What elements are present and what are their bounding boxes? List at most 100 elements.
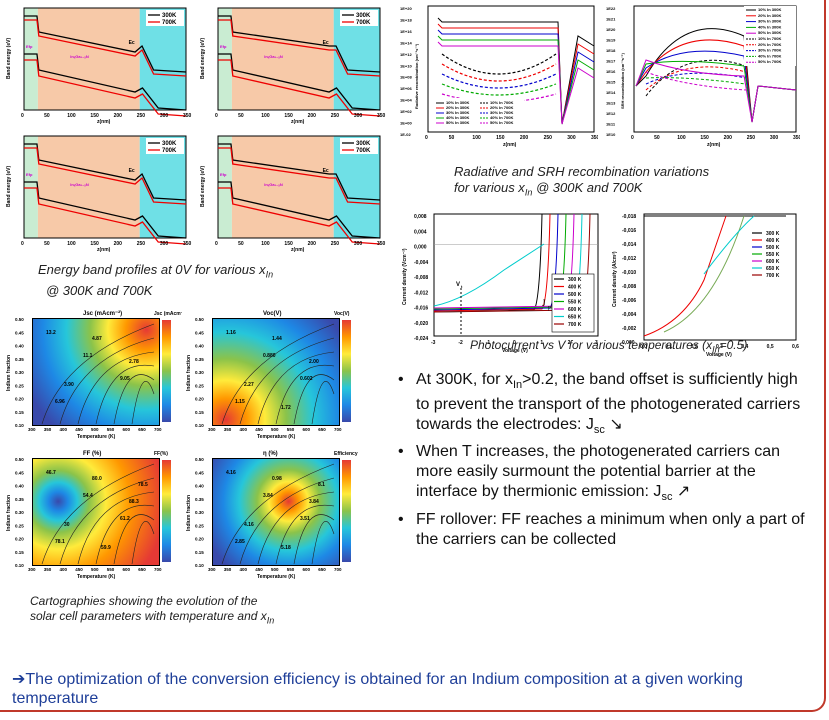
efp-label: Efp — [220, 44, 227, 49]
finding-bullet-2: When T increases, the photogenerated car… — [394, 442, 806, 507]
tick-label: 1E19 — [606, 38, 616, 43]
tick-label: 200 — [114, 113, 123, 119]
colorbar — [342, 320, 351, 422]
valence-band-300k — [218, 53, 381, 111]
valence-band-300k — [24, 181, 187, 239]
tick-label: 1E+16 — [400, 29, 412, 34]
contour-label: 5.18 — [281, 545, 291, 551]
srh-recombination-plot: 1E22 1E21 1E20 1E19 1E18 1E17 1E16 1E15 1E14 1E13… — [604, 2, 802, 152]
tick-label: 600 — [303, 427, 311, 432]
conduction-band-300k — [24, 15, 187, 73]
contour-label: 2.00 — [309, 359, 319, 365]
tick-label: 0,2 — [691, 344, 698, 350]
tick-label: 0 — [425, 135, 428, 141]
tick-label: 1E18 — [606, 48, 616, 53]
tick-label: 300 — [354, 241, 363, 247]
tick-label: -0,024 — [414, 336, 428, 342]
tick-label: 0.45 — [15, 470, 24, 475]
legend-entry: 40% In 300K — [758, 24, 781, 29]
tick-label: 0.40 — [195, 484, 204, 489]
jv-curve-700k — [643, 215, 727, 337]
srh-curve-300k — [635, 59, 797, 123]
legend-entry: 30% In 300K — [758, 19, 781, 24]
legend-entry: 30% In 700K — [758, 48, 781, 53]
legend-entry: 30% In 700K — [490, 110, 513, 115]
contour-label: 46.7 — [46, 470, 56, 476]
tick-label: 350 — [183, 113, 192, 119]
tick-label: 300 — [208, 567, 216, 572]
tick-label: 550 — [287, 567, 295, 572]
tick-label: 0.10 — [195, 563, 204, 568]
contour-line — [311, 381, 335, 425]
region-middle — [37, 8, 140, 110]
contour-line — [311, 521, 335, 565]
tick-label: 250 — [331, 241, 340, 247]
plot-frame — [23, 135, 187, 239]
srh-curve-700k — [645, 59, 747, 97]
tick-label: -0,018 — [622, 214, 636, 220]
tick-label: 0.45 — [195, 470, 204, 475]
tick-label: -0,014 — [622, 242, 636, 248]
legend-300k: 300K — [162, 13, 177, 19]
tick-label: 400 — [240, 427, 248, 432]
x-axis-label: z(nm) — [503, 142, 517, 148]
contour-line — [41, 463, 155, 565]
finding-bullet-3: FF rollover: FF reaches a minimum when o… — [394, 510, 806, 550]
photocurrent-plot: 0,008 0,004 0,000 -0,004 -0,008 -0,012 -0,016 -… — [398, 208, 604, 358]
tick-label: 150 — [700, 135, 709, 141]
tick-label: -0,006 — [622, 298, 636, 304]
legend-entry: 50% In 300K — [446, 120, 469, 125]
contour-label: 9.05 — [120, 376, 130, 382]
tick-label: 1E20 — [606, 27, 616, 32]
contour-line — [95, 504, 155, 565]
radiative-recombination-plot: 1E+20 1E+18 1E+16 1E+14 1E+12 1E+10 1E+08 1E+06… — [398, 2, 600, 152]
legend-entry: 400 K — [568, 285, 582, 291]
ec-label: Ec — [323, 168, 329, 174]
tick-label: 0.30 — [15, 510, 24, 515]
tick-label: 0.50 — [195, 317, 204, 322]
legend-700k: 700K — [162, 148, 177, 154]
legend-entry: 20% In 300K — [446, 105, 469, 110]
contour-label: 3.51 — [300, 516, 310, 522]
tick-label: 200 — [520, 135, 529, 141]
map-title: Jsc (mAcm⁻²) — [83, 310, 122, 317]
colorbar-title: FF(%) — [154, 451, 168, 457]
tick-label: 550 — [287, 427, 295, 432]
tick-label: 650 — [138, 427, 146, 432]
jv-curve-550k — [703, 215, 755, 275]
legend-entry: 650 K — [568, 315, 582, 321]
tick-label: 0.30 — [195, 370, 204, 375]
contour-label: 11.1 — [83, 353, 93, 359]
contour-label: 4.16 — [226, 470, 236, 476]
colorbar-title: Jsc (mAcm⁻²) — [154, 311, 182, 317]
contour-label: 0.602 — [300, 376, 313, 382]
radiative-curve-300k — [437, 41, 595, 125]
contour-line — [77, 351, 155, 425]
efp-label: Efp — [220, 172, 227, 177]
region-left — [218, 8, 232, 110]
tick-label: 500 — [91, 567, 99, 572]
legend-box — [434, 98, 524, 126]
tick-label: -0,020 — [414, 321, 428, 327]
y-axis-label: Band energy (eV) — [200, 166, 206, 207]
contour-label: 6.96 — [55, 399, 65, 405]
tick-label: 0 — [215, 113, 218, 119]
contour-line — [275, 364, 335, 425]
tick-label: 100 — [67, 241, 76, 247]
tick-label: 350 — [377, 241, 386, 247]
tick-label: 250 — [331, 113, 340, 119]
tick-label: 1E+02 — [400, 109, 412, 114]
contour-label: 3.84 — [263, 493, 273, 499]
colorbar-title: Efficiency — [334, 451, 358, 457]
tick-label: 700 — [334, 427, 342, 432]
tick-label: 150 — [90, 113, 99, 119]
tick-label: 1E11 — [606, 122, 616, 127]
srh-curve-300k — [635, 50, 797, 123]
conclusion-text: ➔The optimization of the conversion effi… — [12, 671, 743, 707]
tick-label: 1E15 — [606, 80, 616, 85]
y-axis-label: Indium fraction — [6, 495, 12, 531]
